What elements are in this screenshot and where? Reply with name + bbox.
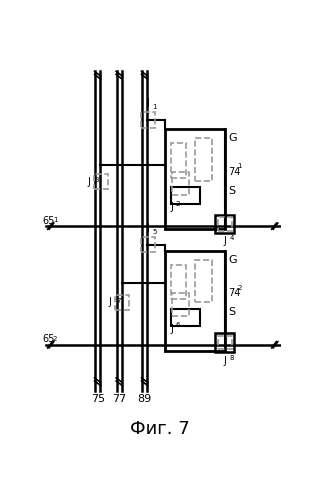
Bar xyxy=(165,129,225,229)
Text: S: S xyxy=(228,186,236,196)
Text: J: J xyxy=(171,202,174,213)
Bar xyxy=(218,335,232,349)
Bar xyxy=(171,143,186,178)
Bar xyxy=(115,295,129,310)
Bar xyxy=(172,172,189,195)
Bar xyxy=(171,308,200,325)
Text: 77: 77 xyxy=(112,394,126,404)
Bar xyxy=(171,187,200,204)
Text: J: J xyxy=(146,98,149,108)
Bar xyxy=(195,138,213,181)
Text: G: G xyxy=(228,254,237,264)
Text: J: J xyxy=(146,223,149,233)
Text: 2: 2 xyxy=(175,201,180,207)
Text: J: J xyxy=(223,356,226,366)
Text: 75: 75 xyxy=(90,394,105,404)
Text: 89: 89 xyxy=(137,394,152,404)
Text: 65: 65 xyxy=(42,216,54,226)
Text: 1: 1 xyxy=(237,163,242,169)
Bar xyxy=(172,293,189,316)
Bar xyxy=(165,251,225,351)
Bar xyxy=(94,174,108,189)
Text: 3: 3 xyxy=(95,177,99,183)
Text: J: J xyxy=(87,177,90,187)
Text: 1: 1 xyxy=(152,104,157,110)
Text: 7: 7 xyxy=(116,298,121,304)
Text: S: S xyxy=(228,307,236,317)
Text: G: G xyxy=(228,133,237,143)
Text: 2: 2 xyxy=(237,285,241,291)
Bar xyxy=(141,112,155,128)
Bar xyxy=(215,333,234,352)
Bar xyxy=(171,264,186,299)
Bar xyxy=(215,215,234,233)
Text: 4: 4 xyxy=(229,235,234,241)
Text: J: J xyxy=(171,324,174,334)
Text: 1: 1 xyxy=(53,217,58,223)
Text: 74: 74 xyxy=(228,288,241,298)
Text: 6: 6 xyxy=(175,322,180,328)
Text: 74: 74 xyxy=(228,167,241,177)
Bar xyxy=(195,260,213,302)
Text: J: J xyxy=(223,236,226,246)
Text: J: J xyxy=(109,297,111,307)
Text: 5: 5 xyxy=(152,229,157,235)
Bar xyxy=(141,237,155,252)
Text: 2: 2 xyxy=(53,336,57,342)
Text: Фиг. 7: Фиг. 7 xyxy=(130,421,190,439)
Bar xyxy=(218,217,232,231)
Text: 65: 65 xyxy=(42,334,54,344)
Text: 8: 8 xyxy=(229,355,234,361)
